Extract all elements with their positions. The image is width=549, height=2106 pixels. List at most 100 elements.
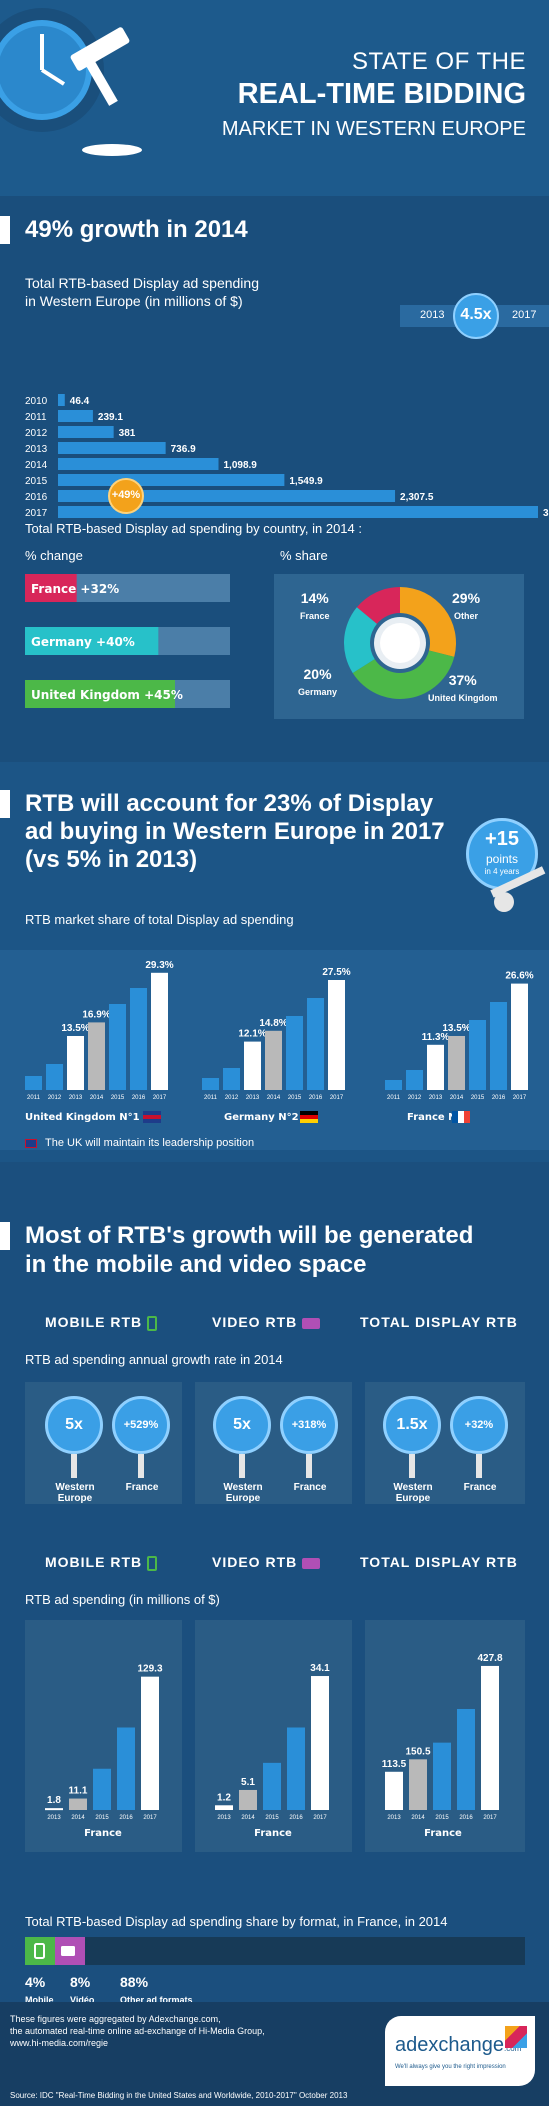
spend-data-label: 11.1 [69, 1786, 88, 1797]
share-data-label: 13.5% [442, 1023, 470, 1034]
mobile-rtb-header: MOBILE RTB [45, 1554, 157, 1571]
share-year-label: 2011 [204, 1095, 218, 1101]
section2-title2: ad buying in Western Europe in 2017 [25, 818, 445, 845]
pie-slice [356, 587, 400, 624]
spend-bar [239, 1789, 257, 1810]
footer-line3[interactable]: www.hi-media.com/regie [10, 2038, 109, 2048]
growth-bubble: +318% [280, 1396, 338, 1454]
spending-bar [58, 394, 65, 406]
share-bar [286, 1016, 303, 1090]
spend-bar [287, 1727, 305, 1810]
share-data-label: 16.9% [82, 1009, 110, 1020]
spend-data-label: 1.8 [47, 1795, 61, 1806]
share-year-label: 2016 [132, 1095, 146, 1101]
share-year-label: 2014 [90, 1095, 104, 1101]
share-bar [265, 1030, 282, 1090]
section2-subtitle: RTB market share of total Display ad spe… [25, 912, 294, 927]
section2-note: The UK will maintain its leadership posi… [45, 1137, 255, 1149]
we-label: Western Europe [55, 1482, 95, 1504]
spend-data-label: 1.2 [217, 1792, 231, 1803]
pct-change-label: % change [25, 548, 83, 563]
flag-icon-stripe [143, 1115, 161, 1119]
share-chart-title: United Kingdom N°1 [25, 1112, 140, 1123]
flag-icon-stripe [300, 1115, 318, 1119]
spend-data-label: 113.5 [382, 1759, 407, 1770]
spending-bar [58, 506, 538, 518]
share-year-label: 2015 [111, 1095, 125, 1101]
spend-bar [311, 1676, 329, 1810]
spend-bar [457, 1708, 475, 1810]
format-share-title: Total RTB-based Display ad spending shar… [25, 1914, 448, 1929]
year-tick-label: 2012 [25, 428, 48, 439]
share-bar [385, 1080, 402, 1090]
pie-label-other: 29% Other [452, 590, 481, 621]
pie-label-uk: 37% United Kingdom [428, 672, 498, 703]
share-bar [448, 1036, 465, 1090]
share-chart-title: France N°3 [407, 1112, 469, 1123]
spend-bar [69, 1798, 87, 1810]
share-data-label: 14.8% [259, 1018, 287, 1029]
flag-icon-stripe [143, 1119, 161, 1123]
growth-bubble: 5x [213, 1396, 271, 1454]
share-year-label: 2012 [48, 1095, 62, 1101]
spend-bar [481, 1665, 499, 1810]
spend-bar [433, 1742, 451, 1810]
spending-data-label: 736.9 [171, 444, 196, 455]
country-bar [25, 574, 77, 602]
growth-bubble: +529% [112, 1396, 170, 1454]
spend-bar [45, 1808, 63, 1811]
spend-year-label: 2014 [241, 1815, 255, 1821]
year-tick-label: 2010 [25, 396, 48, 407]
share-year-label: 2012 [408, 1095, 422, 1101]
year-tick-label: 2013 [25, 444, 48, 455]
brand-cube-icon [505, 2026, 527, 2048]
section-marker [0, 216, 10, 244]
year-tick-label: 2015 [25, 476, 48, 487]
spend-year-label: 2017 [143, 1815, 157, 1821]
other-pct: 88% Other ad formats [120, 1974, 193, 2005]
badge-ball [494, 892, 514, 912]
spend-bar [117, 1727, 135, 1810]
spend-data-label: 427.8 [477, 1653, 502, 1664]
spend-year-label: 2014 [71, 1815, 85, 1821]
growth-bubble: 1.5x [383, 1396, 441, 1454]
badge-big: +15 [485, 828, 519, 850]
year-tick-label: 2011 [25, 412, 47, 423]
header-line1: STATE OF THE [351, 48, 526, 75]
section-mobile-video: Most of RTB's growth will be generated i… [0, 1162, 549, 2005]
spend-chart-title: France [84, 1828, 122, 1839]
camera-icon [302, 1557, 321, 1569]
bubble-stick [138, 1454, 144, 1478]
badge-mid: points [485, 852, 519, 866]
spend-bar [263, 1762, 281, 1810]
flag-icon-stripe [452, 1111, 458, 1123]
spend-year-label: 2013 [217, 1815, 231, 1821]
spending-data-label: 3,286.3 [543, 508, 549, 519]
share-chart-title: Germany N°2 [224, 1112, 299, 1123]
header-banner: STATE OF THE REAL-TIME BIDDING MARKET IN… [0, 0, 549, 196]
share-bar [151, 972, 168, 1090]
spend-year-label: 2016 [289, 1815, 303, 1821]
footer-line2: the automated real-time online ad-exchan… [10, 2026, 265, 2036]
spending-data-label: 1,098.9 [224, 460, 258, 471]
pie-slice [352, 650, 455, 699]
share-bar [469, 1020, 486, 1090]
fr-label: France [125, 1482, 159, 1493]
spend-year-label: 2015 [95, 1815, 109, 1821]
spending-data-label: 1,549.9 [289, 476, 323, 487]
flag-icon-stripe [458, 1111, 464, 1123]
share-year-label: 2017 [513, 1095, 527, 1101]
pie-slice [400, 587, 456, 657]
spend-year-label: 2016 [459, 1815, 473, 1821]
share-bar [202, 1078, 219, 1090]
spend-bar [215, 1805, 233, 1810]
section3-title2: in the mobile and video space [25, 1251, 367, 1278]
flag-icon-stripe [143, 1111, 161, 1115]
spend-data-label: 129.3 [137, 1664, 162, 1675]
fr-label: France [293, 1482, 327, 1493]
share-data-label: 27.5% [322, 967, 350, 978]
flag-icon-stripe [464, 1111, 470, 1123]
bubble-stick [306, 1454, 312, 1478]
ribbon-mid: 4.5x [460, 306, 492, 323]
mobile-rtb-header: MOBILE RTB [45, 1314, 157, 1331]
